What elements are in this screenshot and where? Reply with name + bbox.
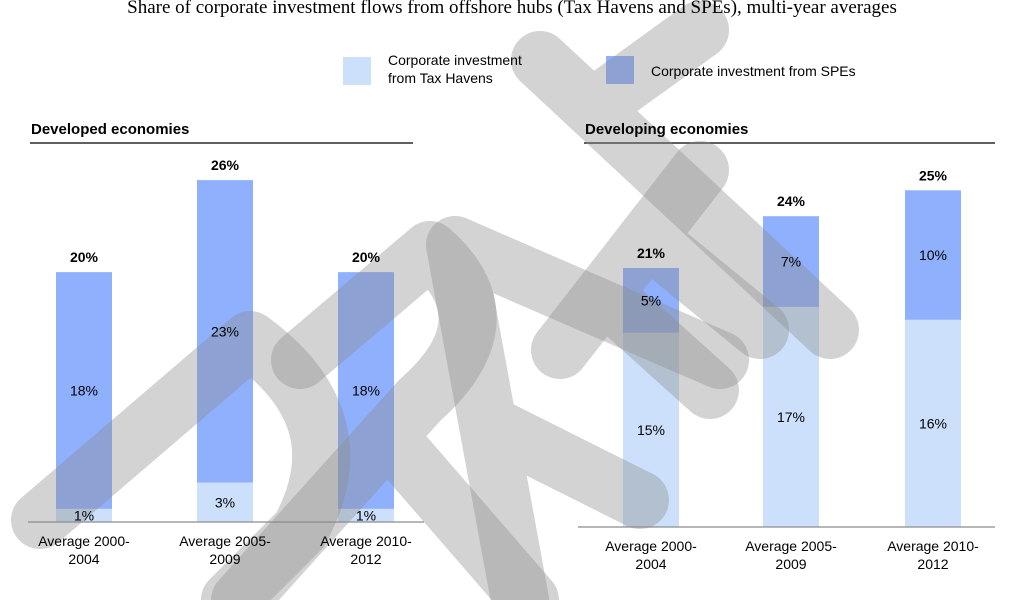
watermark-draft — [11, 1, 859, 600]
data-label-spes: 5% — [641, 292, 661, 308]
bar-segment-tax_havens — [763, 306, 819, 527]
total-label: 20% — [352, 249, 381, 265]
panel-title-developing-economies: Developing economies — [585, 121, 748, 138]
data-label-spes: 18% — [70, 383, 98, 399]
data-label-tax_havens: 1% — [356, 507, 376, 523]
bar-segment-spes — [197, 180, 253, 483]
watermark-letter-t — [511, 1, 859, 359]
legend-swatch-tax_havens — [343, 57, 371, 85]
bars-layer — [28, 56, 995, 528]
data-label-spes: 7% — [781, 254, 801, 270]
data-label-tax_havens: 3% — [215, 494, 235, 510]
watermark-letter-f — [531, 141, 789, 419]
x-tick-label: 2009 — [209, 551, 240, 567]
data-label-spes: 23% — [211, 323, 239, 339]
bar-segment-tax_havens — [197, 482, 253, 522]
bar-segment-tax_havens — [905, 319, 961, 527]
legend-label-spes: Corporate investment from SPEs — [651, 63, 856, 79]
total-label: 24% — [777, 193, 806, 209]
legend-label-tax_havens: from Tax Havens — [388, 70, 493, 86]
data-label-spes: 18% — [352, 383, 380, 399]
watermark-layer — [11, 1, 859, 600]
bar-segment-spes — [338, 272, 394, 509]
watermark-letter-r — [211, 221, 559, 600]
bar-segment-tax_havens — [338, 508, 394, 522]
x-tick-label: 2012 — [350, 551, 381, 567]
data-label-tax_havens: 15% — [637, 422, 665, 438]
bar-segment-tax_havens — [623, 332, 679, 527]
x-tick-label: 2009 — [775, 556, 806, 572]
x-tick-label: Average 2010- — [887, 538, 979, 554]
x-tick-label: Average 2005- — [745, 538, 837, 554]
bar-segment-spes — [763, 216, 819, 307]
text-layer: Share of corporate investment flows from… — [31, 0, 979, 572]
legend-label-tax_havens: Corporate investment — [388, 52, 522, 68]
data-label-tax_havens: 1% — [74, 507, 94, 523]
total-label: 21% — [637, 245, 666, 261]
x-tick-label: 2004 — [68, 551, 99, 567]
watermark-letter-d — [11, 311, 351, 600]
x-tick-label: Average 2010- — [320, 533, 412, 549]
x-tick-label: Average 2000- — [38, 533, 130, 549]
total-label: 25% — [919, 167, 948, 183]
total-label: 20% — [70, 249, 99, 265]
bar-segment-tax_havens — [56, 508, 112, 522]
data-label-tax_havens: 16% — [919, 415, 947, 431]
panel-title-developed-economies: Developed economies — [31, 121, 189, 138]
bar-segment-spes — [56, 272, 112, 509]
legend-swatch-spes — [606, 56, 634, 84]
x-tick-label: Average 2000- — [605, 538, 697, 554]
x-tick-label: Average 2005- — [179, 533, 271, 549]
data-label-tax_havens: 17% — [777, 409, 805, 425]
data-label-spes: 10% — [919, 247, 947, 263]
total-label: 26% — [211, 157, 240, 173]
bar-segment-spes — [905, 190, 961, 320]
x-tick-label: 2012 — [917, 556, 948, 572]
x-tick-label: 2004 — [635, 556, 666, 572]
watermark-letter-a — [426, 216, 749, 600]
chart-title: Share of corporate investment flows from… — [127, 0, 897, 18]
bar-segment-spes — [623, 268, 679, 333]
